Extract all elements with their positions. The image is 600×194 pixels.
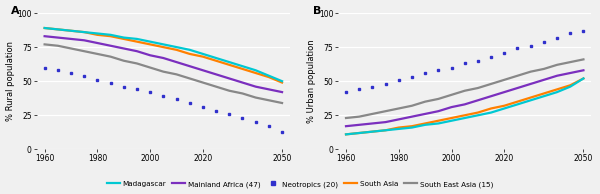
Text: A: A [11,6,20,16]
Y-axis label: % Rural population: % Rural population [5,41,14,121]
Legend: Madagascar, Mainland Africa (47), Neotropics (20), South Asia, South East Asia (: Madagascar, Mainland Africa (47), Neotro… [104,178,496,190]
Y-axis label: % Urban population: % Urban population [307,39,316,123]
Text: B: B [313,6,321,16]
